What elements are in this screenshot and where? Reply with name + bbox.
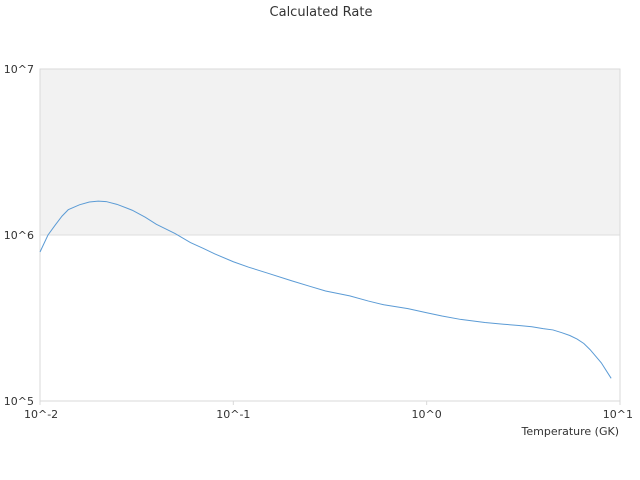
x-tick-label: 10^0 bbox=[412, 408, 442, 421]
y-tick-label: 10^6 bbox=[4, 229, 34, 242]
y-axis-tick-labels: 10^5 10^6 10^7 bbox=[4, 63, 34, 408]
shaded-band bbox=[40, 69, 620, 235]
x-axis-label: Temperature (GK) bbox=[521, 425, 620, 438]
x-tick-label: 10^1 bbox=[603, 408, 633, 421]
plot-area bbox=[39, 68, 621, 405]
x-tick-marks bbox=[39, 401, 621, 405]
chart-title: Calculated Rate bbox=[270, 5, 373, 20]
x-axis-tick-labels: 10^-2 10^-1 10^0 10^1 bbox=[24, 408, 633, 421]
y-tick-label: 10^5 bbox=[4, 395, 34, 408]
series-line bbox=[39, 200, 612, 379]
x-tick-label: 10^-1 bbox=[216, 408, 250, 421]
y-tick-label: 10^7 bbox=[4, 63, 34, 76]
x-tick-label: 10^-2 bbox=[24, 408, 58, 421]
